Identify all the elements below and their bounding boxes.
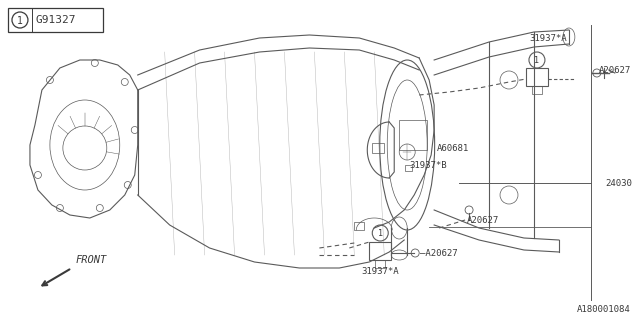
Text: 24030: 24030 [605,179,632,188]
Text: 1: 1 [378,229,383,238]
Text: A20627: A20627 [467,215,499,225]
Text: FRONT: FRONT [76,255,107,265]
Text: G91327: G91327 [36,15,76,25]
Text: —A20627: —A20627 [420,249,458,258]
Text: 1: 1 [534,56,540,65]
Text: A180001084: A180001084 [577,305,631,314]
Text: A20627: A20627 [599,66,631,75]
Text: 31937*B: 31937*B [409,161,447,170]
Text: 1: 1 [17,15,23,26]
Text: 31937*A: 31937*A [529,34,566,43]
Text: A60681: A60681 [437,143,469,153]
Text: 31937*A: 31937*A [362,268,399,276]
